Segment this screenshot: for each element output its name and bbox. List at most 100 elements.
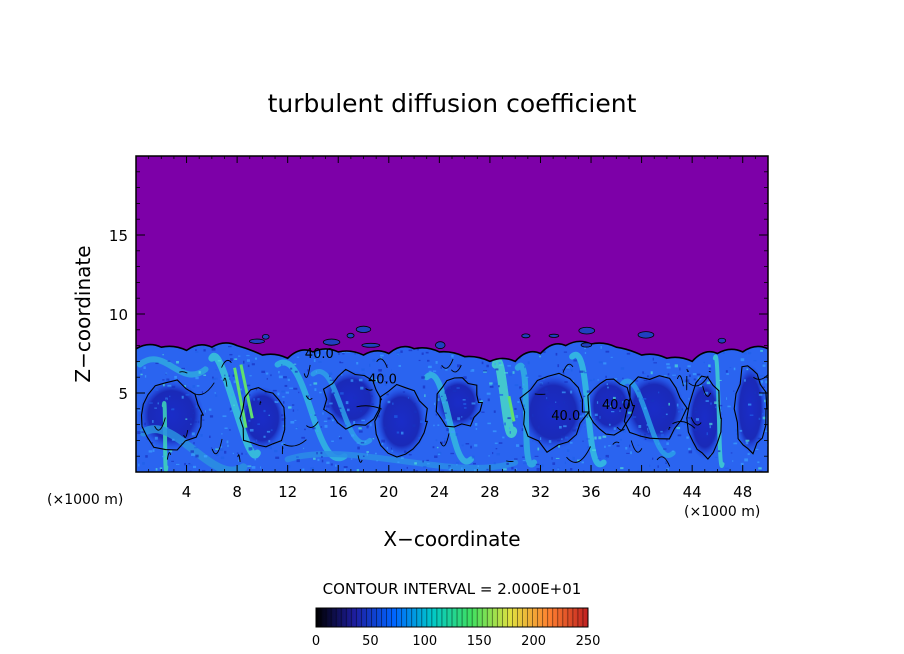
contour-line bbox=[612, 441, 620, 445]
contour-lines bbox=[136, 325, 768, 467]
contour-label: 40.0 bbox=[602, 398, 631, 413]
contour-line bbox=[189, 382, 215, 396]
y-axis-ticks: 5 10 15 bbox=[109, 171, 768, 457]
contour-line bbox=[688, 375, 709, 387]
contour-line bbox=[708, 371, 711, 373]
contour-line bbox=[303, 364, 311, 378]
contour-line bbox=[305, 395, 313, 400]
mixing-band bbox=[514, 362, 538, 468]
colorbar-tick-label: 200 bbox=[521, 634, 546, 649]
contour-line bbox=[237, 454, 241, 462]
contour-line bbox=[239, 387, 286, 448]
contour-line bbox=[668, 426, 671, 430]
colorbar-frame bbox=[315, 607, 589, 628]
mixing-band bbox=[161, 401, 169, 472]
x-axis-ticks: 4 8 12 16 20 24 28 32 36 40 44 48 bbox=[148, 156, 769, 501]
x-tick-label: 44 bbox=[683, 483, 702, 501]
x-tick-label: 12 bbox=[278, 483, 297, 501]
contour-line bbox=[562, 363, 574, 373]
contour-line bbox=[521, 333, 531, 339]
contour-line bbox=[672, 421, 696, 429]
y-tick-label: 5 bbox=[118, 385, 128, 403]
high-value-streak bbox=[233, 367, 248, 429]
y-tick-label: 15 bbox=[109, 227, 128, 245]
contour-line bbox=[686, 368, 690, 373]
colorbar-tick-label: 100 bbox=[412, 634, 437, 649]
colorbar-ticks: 0 50 100 150 200 250 bbox=[312, 634, 601, 649]
x-tick-label: 24 bbox=[430, 483, 449, 501]
contour-line bbox=[322, 338, 341, 346]
eddy-region bbox=[520, 374, 586, 450]
contour-line bbox=[440, 433, 450, 447]
contour-line bbox=[690, 417, 702, 426]
contour-line bbox=[435, 341, 446, 349]
contour-line bbox=[346, 332, 355, 339]
contour-line bbox=[374, 383, 429, 458]
high-value-streak bbox=[239, 364, 254, 419]
contour-line bbox=[248, 338, 265, 344]
colorbar-tick-label: 50 bbox=[362, 634, 379, 649]
y-tick-label: 10 bbox=[109, 306, 128, 324]
x-tick-label: 48 bbox=[733, 483, 752, 501]
x-tick-label: 36 bbox=[581, 483, 600, 501]
contour-line bbox=[451, 365, 462, 373]
mixing-band bbox=[620, 378, 676, 458]
contour-line bbox=[211, 438, 223, 455]
contour-line bbox=[166, 452, 172, 460]
boundary-layer bbox=[136, 341, 768, 472]
contour-line bbox=[548, 333, 560, 338]
mixing-band bbox=[423, 371, 474, 465]
x-tick-label: 40 bbox=[632, 483, 651, 501]
plot-area: 40.0 40.0 40.0 40.0 bbox=[135, 155, 769, 473]
contour-line bbox=[154, 417, 166, 431]
contour-line bbox=[630, 440, 643, 453]
contour-line bbox=[179, 371, 188, 374]
mixing-band bbox=[136, 356, 209, 378]
x-tick-label: 32 bbox=[531, 483, 550, 501]
contour-line bbox=[223, 377, 228, 387]
colorbar-tick-label: 150 bbox=[467, 634, 492, 649]
contour-line bbox=[357, 455, 363, 463]
colorbar-tick-label: 250 bbox=[576, 634, 601, 649]
contour-line bbox=[519, 372, 591, 453]
contour-line bbox=[441, 358, 454, 369]
contour-line bbox=[676, 375, 684, 387]
contour-line bbox=[580, 342, 593, 348]
y-axis-label: Z−coordinate bbox=[71, 245, 95, 382]
contour-line bbox=[183, 429, 189, 438]
mixing-band bbox=[712, 354, 725, 468]
contour-line bbox=[753, 373, 768, 380]
colorbar-stripes bbox=[315, 608, 589, 627]
high-value-streak bbox=[507, 395, 516, 422]
contour-line bbox=[259, 401, 262, 405]
contour-line bbox=[306, 421, 319, 428]
contour-line bbox=[578, 326, 596, 335]
contour-line bbox=[717, 337, 727, 344]
chart-title: turbulent diffusion coefficient bbox=[268, 89, 637, 118]
contour-line bbox=[587, 378, 636, 436]
contour-line bbox=[566, 446, 591, 463]
x-tick-label: 8 bbox=[232, 483, 242, 501]
colorbar-tick-label: 0 bbox=[312, 634, 320, 649]
contour-line bbox=[686, 375, 722, 460]
colorbar: 0 50 100 150 200 250 bbox=[312, 607, 601, 649]
x-unit-left: (×1000 m) bbox=[47, 492, 123, 508]
contour-interval: CONTOUR INTERVAL = 2.000E+01 bbox=[323, 580, 582, 598]
contour-line bbox=[261, 333, 270, 340]
contour-line bbox=[356, 405, 382, 410]
contour-line bbox=[702, 386, 712, 397]
x-tick-label: 4 bbox=[182, 483, 192, 501]
contour-line bbox=[365, 388, 373, 391]
contour-label: 40.0 bbox=[305, 347, 334, 362]
x-tick-label: 28 bbox=[480, 483, 499, 501]
contour-line bbox=[376, 358, 388, 369]
mixing-band bbox=[274, 359, 348, 462]
contour-line bbox=[733, 365, 768, 455]
contour-boundary bbox=[136, 340, 768, 363]
contour-line bbox=[616, 426, 625, 431]
contour-line bbox=[355, 325, 372, 333]
x-axis-label: X−coordinate bbox=[383, 527, 520, 551]
eddy-region bbox=[376, 386, 427, 457]
mixing-band bbox=[569, 351, 607, 468]
